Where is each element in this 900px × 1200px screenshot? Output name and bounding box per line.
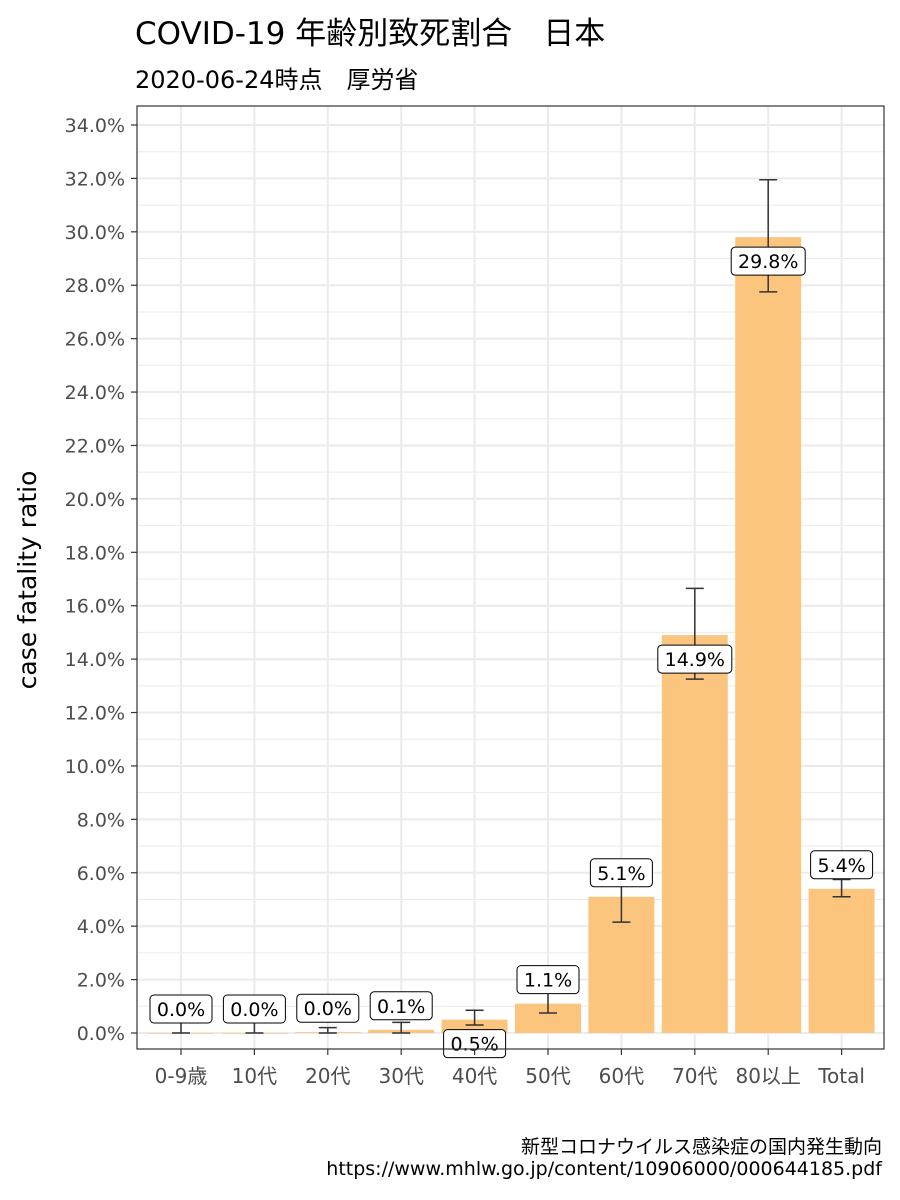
y-tick-label: 2.0%	[77, 970, 125, 992]
data-label-box	[730, 246, 806, 276]
y-axis-title: case fatality ratio	[13, 471, 42, 690]
y-tick-label: 30.0%	[65, 222, 125, 244]
x-tick-label: 0-9歳	[155, 1064, 208, 1088]
bar-chart: 0.0% 0.0% 0.0% 0.1% 0.5% 1.1% 5.1% 14.9% 29.8% 5.…	[13, 105, 885, 1088]
y-tick-label: 0.0%	[77, 1023, 125, 1045]
data-label-box	[516, 965, 580, 995]
chart-subtitle: 2020-06-24時点 厚労省	[135, 66, 419, 94]
data-label-box	[369, 991, 433, 1021]
y-tick-label: 26.0%	[65, 329, 125, 351]
data-label: 1.1%	[524, 970, 572, 992]
data-labels: 0.0% 0.0% 0.0% 0.1% 0.5% 1.1% 5.1% 14.9% 29.8% 5.…	[149, 246, 874, 1059]
data-label: 0.0%	[230, 999, 278, 1021]
y-tick-label: 18.0%	[65, 542, 125, 564]
data-label: 5.4%	[817, 855, 865, 877]
data-label-box	[149, 994, 213, 1024]
bar-8	[735, 237, 802, 1034]
x-tick-label: 60代	[599, 1064, 644, 1088]
data-label-box	[296, 993, 360, 1023]
y-tick-label: 34.0%	[65, 115, 125, 137]
x-tick-label: Total	[817, 1064, 865, 1088]
bar-9	[808, 888, 875, 1033]
data-label: 0.1%	[377, 996, 425, 1018]
source-caption: 新型コロナウイルス感染症の国内発生動向	[520, 1136, 882, 1158]
chart-title: COVID-19 年齢別致死割合 日本	[135, 16, 606, 52]
data-label-box	[222, 994, 286, 1024]
y-tick-label: 28.0%	[65, 275, 125, 297]
x-tick-label: 10代	[232, 1064, 277, 1088]
y-axis: 0.0% 2.0% 4.0% 6.0% 8.0% 10.0% 12.0% 14.0% 16.0%…	[65, 115, 137, 1045]
x-tick-label: 20代	[305, 1064, 350, 1088]
y-tick-label: 14.0%	[65, 649, 125, 671]
x-tick-label: 40代	[452, 1064, 497, 1088]
x-tick-label: 30代	[378, 1064, 423, 1088]
x-tick-label: 80以上	[735, 1064, 800, 1088]
data-label-box	[810, 850, 874, 880]
data-label-box	[443, 1029, 507, 1059]
data-label: 0.0%	[304, 998, 352, 1020]
x-tick-label: 50代	[525, 1064, 570, 1088]
y-tick-label: 32.0%	[65, 168, 125, 190]
y-tick-label: 22.0%	[65, 435, 125, 457]
y-tick-label: 4.0%	[77, 916, 125, 938]
data-label: 0.5%	[450, 1034, 498, 1056]
y-tick-label: 10.0%	[65, 756, 125, 778]
x-tick-label: 70代	[672, 1064, 717, 1088]
panel-border	[136, 105, 885, 1050]
data-label: 29.8%	[738, 251, 798, 273]
data-label: 0.0%	[157, 999, 205, 1021]
data-label-box	[657, 644, 733, 674]
data-label: 14.9%	[665, 649, 725, 671]
bars	[148, 237, 875, 1034]
y-tick-label: 12.0%	[65, 703, 125, 725]
y-tick-label: 24.0%	[65, 382, 125, 404]
y-tick-label: 16.0%	[65, 596, 125, 618]
bar-7	[661, 635, 728, 1033]
source-url: https://www.mhlw.go.jp/content/10906000/…	[326, 1158, 882, 1180]
data-label: 5.1%	[597, 863, 645, 885]
y-tick-label: 6.0%	[77, 863, 125, 885]
y-tick-label: 8.0%	[77, 809, 125, 831]
y-tick-label: 20.0%	[65, 489, 125, 511]
data-label-box	[589, 858, 653, 888]
x-axis: 0-9歳 10代 20代 30代 40代 50代 60代 70代 80以上 Total	[155, 1049, 865, 1088]
